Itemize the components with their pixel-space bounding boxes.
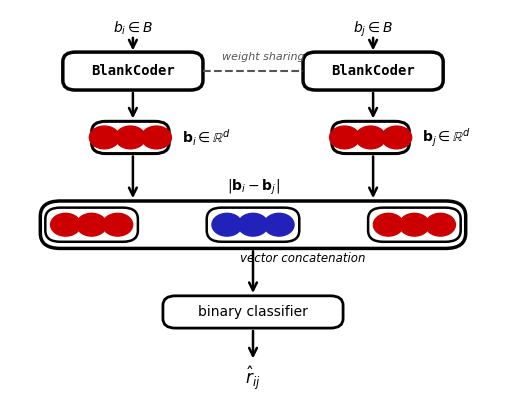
Circle shape: [212, 213, 241, 236]
Circle shape: [103, 213, 132, 236]
Text: binary classifier: binary classifier: [197, 305, 308, 319]
Text: $\mathbf{b}_j \in \mathbb{R}^d$: $\mathbf{b}_j \in \mathbb{R}^d$: [421, 126, 470, 148]
Circle shape: [398, 213, 429, 236]
FancyBboxPatch shape: [63, 52, 203, 90]
Circle shape: [50, 213, 80, 236]
FancyBboxPatch shape: [40, 201, 465, 248]
Text: $\hat{r}_{ij}$: $\hat{r}_{ij}$: [245, 364, 260, 392]
Circle shape: [89, 126, 119, 149]
Circle shape: [355, 126, 385, 149]
Text: vector concatenation: vector concatenation: [240, 252, 365, 265]
Circle shape: [76, 213, 107, 236]
Circle shape: [115, 126, 145, 149]
Circle shape: [141, 126, 171, 149]
Text: weight sharing: weight sharing: [221, 52, 304, 62]
Circle shape: [237, 213, 268, 236]
FancyBboxPatch shape: [331, 121, 409, 154]
Text: $\mathbf{b}_i \in \mathbb{R}^d$: $\mathbf{b}_i \in \mathbb{R}^d$: [181, 127, 230, 148]
Circle shape: [425, 213, 454, 236]
Circle shape: [329, 126, 359, 149]
FancyBboxPatch shape: [45, 208, 138, 242]
FancyBboxPatch shape: [207, 208, 298, 242]
Circle shape: [264, 213, 293, 236]
Text: $|\mathbf{b}_i - \mathbf{b}_j|$: $|\mathbf{b}_i - \mathbf{b}_j|$: [226, 178, 279, 197]
FancyBboxPatch shape: [91, 121, 169, 154]
Text: $b_i \in B$: $b_i \in B$: [113, 20, 153, 37]
Text: BlankCoder: BlankCoder: [91, 64, 174, 78]
FancyBboxPatch shape: [163, 296, 342, 328]
Circle shape: [373, 213, 402, 236]
FancyBboxPatch shape: [367, 208, 460, 242]
Text: $b_j \in B$: $b_j \in B$: [352, 20, 392, 39]
FancyBboxPatch shape: [302, 52, 442, 90]
Circle shape: [381, 126, 411, 149]
Text: BlankCoder: BlankCoder: [331, 64, 414, 78]
